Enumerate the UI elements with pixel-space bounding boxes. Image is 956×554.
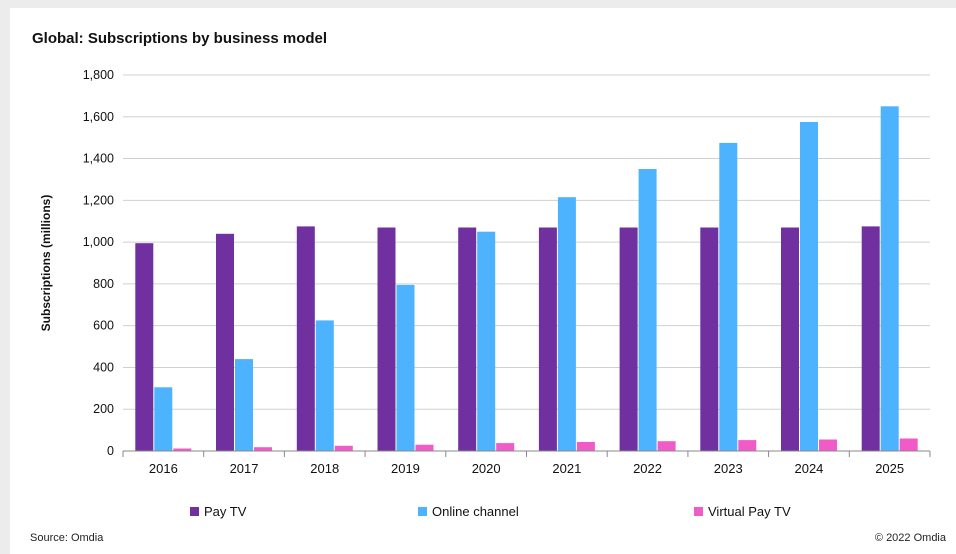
x-tick-label: 2021 <box>552 461 581 476</box>
bar-pay-tv-2017 <box>216 233 234 451</box>
bar-virtual-pay-tv-2024 <box>819 439 837 451</box>
bar-pay-tv-2016 <box>135 243 154 451</box>
y-tick-label: 600 <box>93 319 114 333</box>
bar-pay-tv-2024 <box>781 227 799 451</box>
bar-virtual-pay-tv-2018 <box>334 445 353 451</box>
bar-online-channel-2017 <box>235 359 253 451</box>
x-tick-label: 2019 <box>391 461 420 476</box>
legend-swatch <box>190 507 199 516</box>
bar-online-channel-2016 <box>154 387 173 451</box>
legend-item: Online channel <box>418 504 519 519</box>
bar-online-channel-2018 <box>315 320 334 451</box>
legend-swatch <box>418 507 427 516</box>
bar-pay-tv-2021 <box>538 227 557 451</box>
bar-online-channel-2021 <box>557 197 576 451</box>
x-tick-label: 2022 <box>633 461 662 476</box>
bar-online-channel-2019 <box>396 284 415 451</box>
bar-pay-tv-2020 <box>458 227 477 451</box>
y-tick-label: 1,200 <box>83 193 114 207</box>
bar-virtual-pay-tv-2020 <box>496 443 515 451</box>
y-tick-label: 0 <box>107 444 114 458</box>
bar-pay-tv-2025 <box>861 226 880 451</box>
bar-chart: 0 200 400 600 800 1,000 1,200 1,400 1,600 1,800 Su… <box>39 68 931 476</box>
bar-pay-tv-2019 <box>377 227 396 451</box>
chart-legend: Pay TV Online channel Virtual Pay TV <box>10 504 956 522</box>
x-tick-label: 2016 <box>149 461 178 476</box>
x-tick-label: 2018 <box>310 461 339 476</box>
legend-swatch <box>694 507 703 516</box>
y-tick-label: 1,000 <box>83 235 114 249</box>
bar-virtual-pay-tv-2023 <box>738 440 757 451</box>
legend-item: Virtual Pay TV <box>694 504 791 519</box>
bar-virtual-pay-tv-2025 <box>899 438 918 451</box>
x-tick-label: 2020 <box>472 461 501 476</box>
bar-online-channel-2020 <box>477 231 496 451</box>
y-tick-label: 400 <box>93 360 114 374</box>
y-tick-label: 1,600 <box>83 110 114 124</box>
bar-pay-tv-2018 <box>296 226 315 451</box>
bar-virtual-pay-tv-2021 <box>576 442 595 451</box>
copyright-note: © 2022 Omdia <box>874 532 946 544</box>
x-tick-label: 2017 <box>230 461 259 476</box>
y-axis-label: Subscriptions (millions) <box>39 195 53 332</box>
y-tick-label: 200 <box>93 402 114 416</box>
chart-title: Global: Subscriptions by business model <box>32 30 328 47</box>
legend-label: Pay TV <box>204 504 247 519</box>
y-tick-label: 1,800 <box>83 68 114 82</box>
bar-online-channel-2023 <box>719 142 738 451</box>
x-tick-label: 2023 <box>714 461 743 476</box>
bar-online-channel-2022 <box>638 169 657 451</box>
bar-online-channel-2024 <box>800 122 818 451</box>
bar-virtual-pay-tv-2016 <box>173 448 192 451</box>
y-tick-label: 1,400 <box>83 152 114 166</box>
y-tick-label: 800 <box>93 277 114 291</box>
bar-pay-tv-2022 <box>619 227 638 451</box>
legend-label: Virtual Pay TV <box>708 504 791 519</box>
x-tick-label: 2025 <box>875 461 904 476</box>
legend-item: Pay TV <box>190 504 246 519</box>
bar-pay-tv-2023 <box>700 227 719 451</box>
bar-virtual-pay-tv-2017 <box>254 447 272 451</box>
bar-online-channel-2025 <box>880 106 899 452</box>
chart-card: Global: Subscriptions by business model … <box>10 8 956 554</box>
legend-label: Online channel <box>432 504 519 519</box>
source-note: Source: Omdia <box>30 532 104 544</box>
bar-virtual-pay-tv-2022 <box>657 441 676 451</box>
bar-virtual-pay-tv-2019 <box>415 444 434 451</box>
x-tick-label: 2024 <box>794 461 823 476</box>
